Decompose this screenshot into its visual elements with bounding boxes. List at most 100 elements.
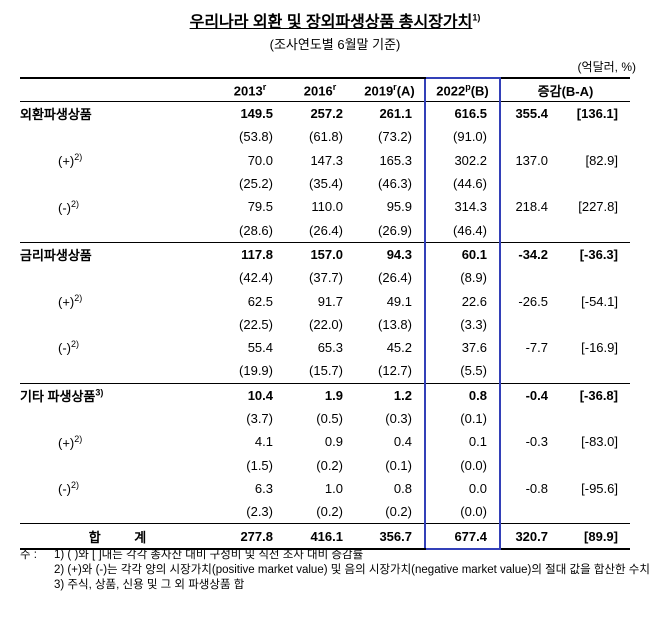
cell: (91.0) xyxy=(424,125,501,149)
cell: (0.0) xyxy=(424,453,501,477)
cell: 91.7 xyxy=(317,293,343,309)
note-text: 3) 주식, 상품, 신용 및 그 외 파생상품 합 xyxy=(54,579,245,591)
row-label: (+)2) xyxy=(20,149,215,172)
row-label xyxy=(20,313,215,336)
cell: 60.1 xyxy=(424,241,501,267)
cell: (0.5) xyxy=(316,411,343,426)
table-row: (1.5) (0.2) (0.1) (0.0) xyxy=(20,453,630,477)
cell: [-95.6] xyxy=(581,480,618,496)
cell: (2.3) xyxy=(246,504,273,520)
row-label-text: (+) xyxy=(58,294,75,310)
cell: (3.3) xyxy=(424,312,501,336)
cell: (12.7) xyxy=(378,363,412,379)
cell: 62.5 xyxy=(247,293,273,309)
table-row: (3.7) (0.5) (0.3) (0.1) xyxy=(20,406,630,431)
cell: 65.3 xyxy=(317,340,343,356)
row-label-text: 금리파생상품 xyxy=(20,247,92,263)
row-label xyxy=(20,500,215,524)
row-label-text: (-) xyxy=(58,340,71,356)
cell: 314.3 xyxy=(424,195,501,219)
header-cell: 2022p(B) xyxy=(424,77,501,102)
cell xyxy=(560,313,630,336)
cell: 37.6 xyxy=(424,335,501,360)
row-label xyxy=(20,453,215,476)
row-label-sup: 2) xyxy=(71,339,80,350)
table-row: (+)2) 4.1 0.9 0.4 0.1 -0.3 [-83.0] xyxy=(20,430,630,454)
cell xyxy=(560,125,630,148)
cell xyxy=(500,453,560,476)
cell: 55.4 xyxy=(247,340,273,356)
header-text: 2019 xyxy=(364,83,394,99)
note: 3) 주식, 상품, 신용 및 그 외 파생상품 합 xyxy=(20,578,650,593)
row-label-text: 외환파생상품 xyxy=(20,107,92,123)
header-row: 2013r 2016r 2019r(A) 2022p(B) 증감(B-A) xyxy=(20,77,630,102)
header-sup: r xyxy=(332,81,337,92)
cell: (0.0) xyxy=(424,500,501,524)
cell: 70.0 xyxy=(247,152,273,168)
cell: 0.4 xyxy=(393,434,412,450)
note-text: 2) (+)와 (-)는 각각 양의 시장가치(positive market … xyxy=(54,564,650,576)
row-label: (+)2) xyxy=(20,289,215,312)
cell xyxy=(500,266,560,289)
cell: (46.4) xyxy=(424,218,501,243)
table-row: 금리파생상품 117.8 157.0 94.3 60.1 -34.2 [-36.3] xyxy=(20,241,630,267)
cell: (28.6) xyxy=(239,222,273,238)
unit: (억달러, %) xyxy=(577,60,636,74)
cell xyxy=(500,407,560,430)
cell: [-54.1] xyxy=(581,293,618,309)
cell xyxy=(500,500,560,524)
header-blank xyxy=(20,77,215,102)
title-text: 우리나라 외환 및 장외파생상품 총시장가치 xyxy=(189,14,473,31)
table-row: (25.2) (35.4) (46.3) (44.6) xyxy=(20,171,630,196)
cell: (8.9) xyxy=(424,266,501,290)
table-row: (53.8) (61.8) (73.2) (91.0) xyxy=(20,125,630,149)
cell: 0.8 xyxy=(393,480,412,496)
header-text: 2022 xyxy=(436,83,466,99)
table-header: 2013r 2016r 2019r(A) 2022p(B) 증감(B-A) xyxy=(20,77,630,102)
cell: (61.8) xyxy=(309,129,343,145)
cell xyxy=(560,266,630,289)
cell: 677.4 xyxy=(424,523,501,551)
cell xyxy=(500,172,560,195)
cell: (26.4) xyxy=(378,270,412,286)
row-label-sup: 2) xyxy=(71,198,80,209)
row-label-sup: 2) xyxy=(71,480,80,491)
cell: 261.1 xyxy=(379,106,412,122)
cell xyxy=(560,359,630,383)
table-row: 외환파생상품 149.5 257.2 261.1 616.5 355.4 [136.1] xyxy=(20,101,630,126)
header-text: 증감(B-A) xyxy=(537,83,594,99)
header-sup: r xyxy=(262,81,267,92)
table-row: 기타 파생상품3) 10.4 1.9 1.2 0.8 -0.4 [-36.8] xyxy=(20,382,630,407)
cell: 1.2 xyxy=(355,382,425,407)
header-cell: 2016r xyxy=(285,77,355,102)
row-label-text: 기타 파생상품 xyxy=(20,388,96,404)
note: 주 : 1) ( )와 [ ]내는 각각 총자산 대비 구성비 및 직전 조사 대… xyxy=(20,548,650,563)
table-row: (28.6) (26.4) (26.9) (46.4) xyxy=(20,218,630,243)
header-text: 2013 xyxy=(233,83,263,99)
cell: (13.8) xyxy=(378,316,412,332)
table-row: (-)2) 6.3 1.0 0.8 0.0 -0.8 [-95.6] xyxy=(20,476,630,501)
header-cell: 2013r xyxy=(215,77,285,102)
row-label-sup: 2) xyxy=(74,152,83,163)
cell: 45.2 xyxy=(386,340,412,356)
cell: 137.0 xyxy=(515,152,548,168)
cell: (0.1) xyxy=(424,406,501,431)
row-label-sup: 2) xyxy=(74,292,83,303)
cell: [-16.9] xyxy=(581,340,618,356)
cell: [227.8] xyxy=(578,199,618,215)
table-row: 합 계 277.8 416.1 356.7 677.4 320.7 [89.9] xyxy=(20,523,630,551)
cell: (5.5) xyxy=(424,359,501,384)
header-cell: 증감(B-A) xyxy=(500,77,630,102)
cell: (37.7) xyxy=(309,270,343,286)
cell: [89.9] xyxy=(560,523,630,551)
row-label: (-)2) xyxy=(20,195,215,218)
cell: -34.2 xyxy=(500,241,560,267)
title: 우리나라 외환 및 장외파생상품 총시장가치1) xyxy=(0,8,670,32)
cell: 4.1 xyxy=(254,434,273,450)
row-label xyxy=(20,218,215,242)
header-sup: p xyxy=(465,81,471,92)
cell: (0.1) xyxy=(385,457,412,473)
cell: 79.5 xyxy=(247,199,273,215)
